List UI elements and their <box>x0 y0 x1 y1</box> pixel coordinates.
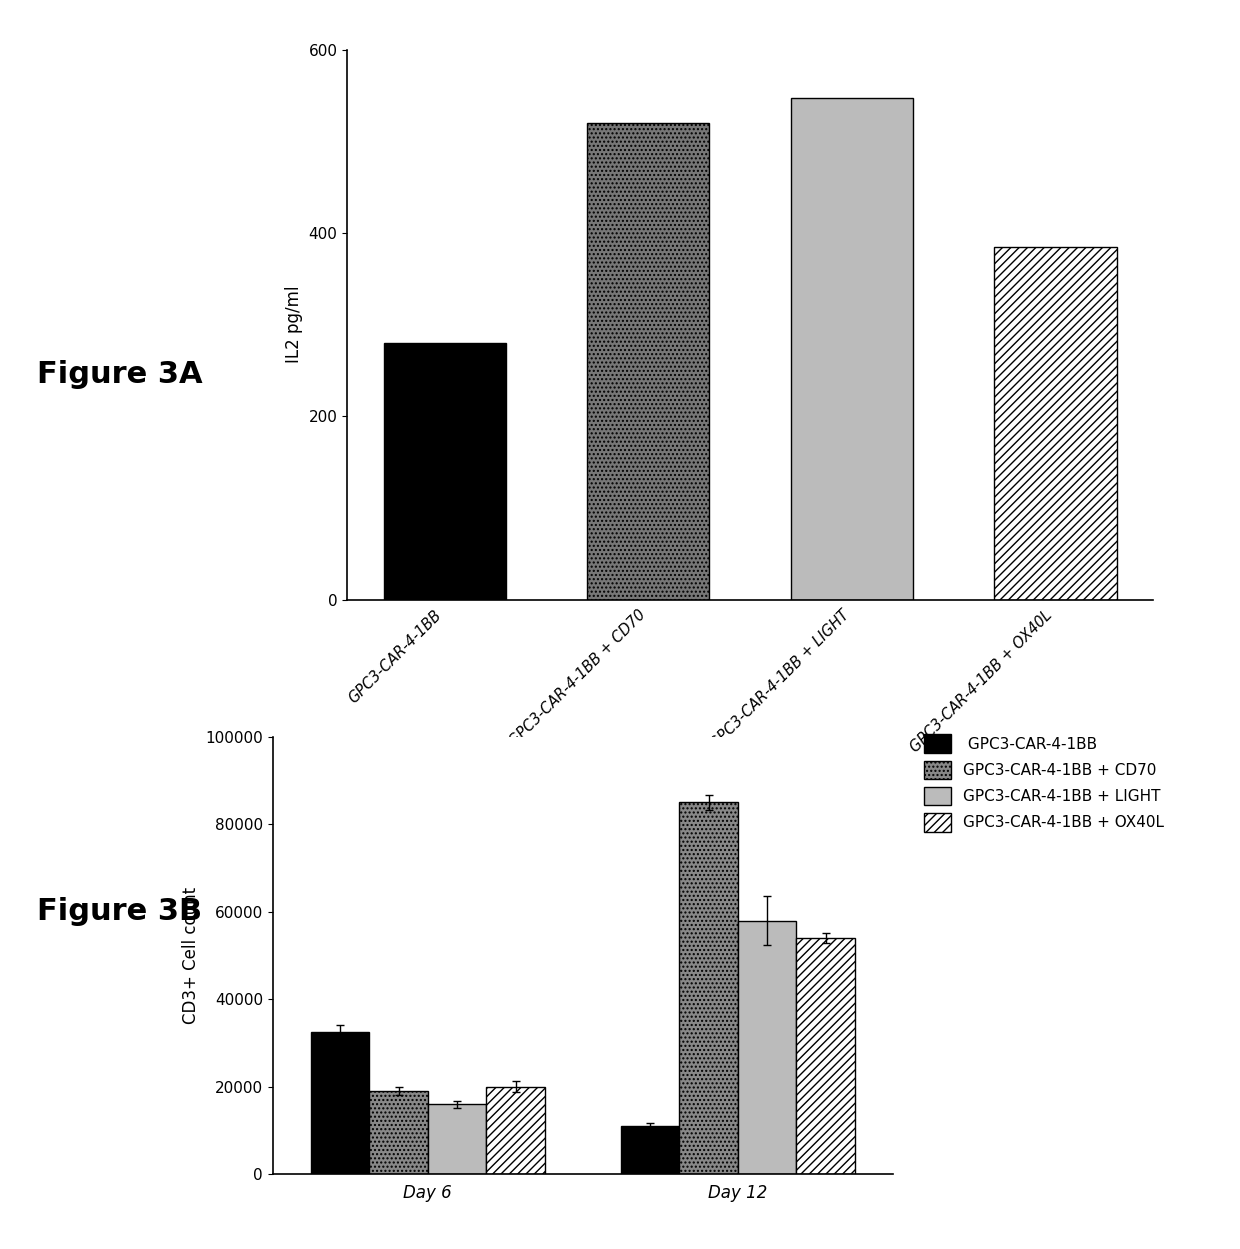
Legend:  GPC3-CAR-4-1BB, GPC3-CAR-4-1BB + CD70, GPC3-CAR-4-1BB + LIGHT, GPC3-CAR-4-1BB +: GPC3-CAR-4-1BB, GPC3-CAR-4-1BB + CD70, G… <box>918 728 1171 838</box>
Bar <box>796 938 854 1174</box>
Bar <box>680 803 738 1174</box>
Bar <box>994 247 1116 600</box>
Bar <box>428 1104 486 1174</box>
Bar <box>311 1032 370 1174</box>
Bar <box>370 1092 428 1174</box>
Text: Figure 3B: Figure 3B <box>37 897 202 927</box>
Y-axis label: IL2 pg/ml: IL2 pg/ml <box>285 286 303 363</box>
Bar <box>486 1087 544 1174</box>
Bar <box>621 1127 680 1174</box>
Bar <box>384 343 506 600</box>
Bar <box>588 124 709 600</box>
Text: Figure 3A: Figure 3A <box>37 360 203 390</box>
Bar <box>791 97 913 600</box>
Bar <box>738 921 796 1174</box>
Y-axis label: CD3+ Cell count: CD3+ Cell count <box>182 887 200 1024</box>
